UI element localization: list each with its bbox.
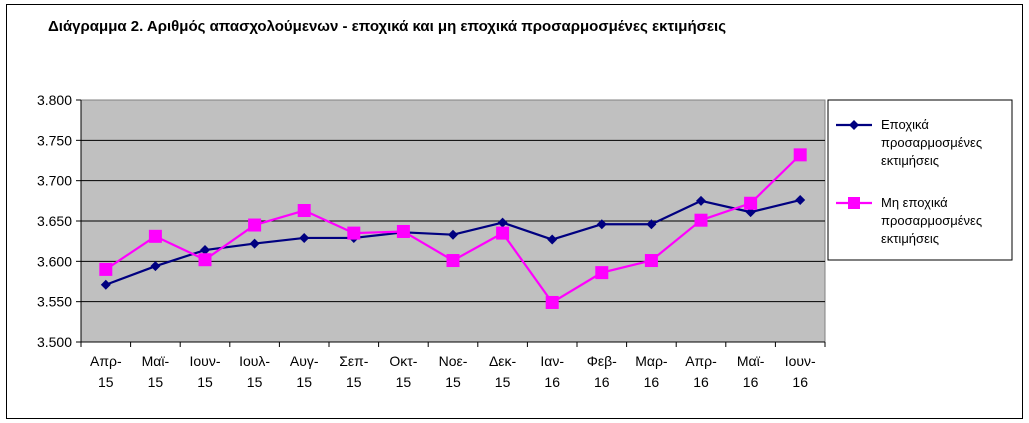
data-point-diamond [299, 232, 310, 243]
data-point-square [744, 196, 758, 210]
plot-area: 3.500 3.550 3.600 3.650 3.700 3.750 3.800 Απρ- 1… [37, 92, 826, 390]
y-tick-label: 3.500 [37, 334, 72, 350]
legend-label: εκτιμήσεις [881, 231, 939, 246]
y-tick-label: 3.750 [37, 132, 72, 148]
x-tick-label: 15 [197, 374, 213, 390]
data-point-square [694, 213, 708, 227]
x-tick-label: 16 [644, 374, 660, 390]
x-tick-label: Μαρ- [635, 353, 668, 369]
y-tick-label: 3.550 [37, 294, 72, 310]
x-tick-label: 16 [743, 374, 759, 390]
x-tick-label: 15 [148, 374, 164, 390]
data-point-diamond [100, 279, 111, 290]
data-point-square [347, 226, 361, 240]
legend-label: προσαρμοσμένες [881, 135, 982, 150]
data-point-square [297, 204, 311, 218]
data-point-square [396, 224, 410, 238]
legend: Εποχικά προσαρμοσμένες εκτιμήσεις Μη εποχικ… [827, 99, 1013, 261]
data-point-square [545, 295, 559, 309]
y-tick-label: 3.600 [37, 253, 72, 269]
legend-label: εκτιμήσεις [881, 153, 939, 168]
x-tick-label: Σεπ- [339, 353, 369, 369]
data-point-square [644, 254, 658, 268]
data-point-square [148, 229, 162, 243]
x-tick-label: 15 [346, 374, 362, 390]
x-tick-label: Φεβ- [587, 353, 617, 369]
data-point-square [595, 266, 609, 280]
x-tick-label: 15 [445, 374, 461, 390]
data-point-diamond [696, 195, 706, 206]
x-tick-label: 15 [98, 374, 114, 390]
x-tick-label: 15 [296, 374, 312, 390]
data-point-square [793, 148, 807, 162]
data-point-diamond [448, 229, 458, 240]
x-tick-label: Απρ- [685, 353, 717, 369]
x-tick-label: Μαϊ- [737, 353, 765, 369]
x-tick-label: Νοε- [439, 353, 468, 369]
x-tick-label: 16 [544, 374, 560, 390]
x-tick-label: Ιουν- [785, 353, 816, 369]
x-tick-label: 16 [594, 374, 610, 390]
y-tick-label: 3.700 [37, 173, 72, 189]
x-tick-label: 16 [792, 374, 808, 390]
legend-label: Εποχικά [881, 117, 929, 132]
data-point-square [99, 262, 113, 276]
legend-label: Μη εποχικά [881, 195, 948, 210]
legend-label: προσαρμοσμένες [881, 213, 982, 228]
data-point-diamond [249, 238, 260, 249]
x-tick-label: 15 [495, 374, 511, 390]
x-tick-label: Μαϊ- [142, 353, 170, 369]
data-point-diamond [150, 261, 161, 272]
chart-title: Διάγραμμα 2. Αριθμός απασχολούμενων - επ… [48, 18, 726, 35]
data-point-diamond [646, 219, 657, 230]
x-tick-label: 15 [396, 374, 412, 390]
legend-marker-diamond [849, 120, 859, 130]
data-point-diamond [547, 234, 558, 245]
data-point-diamond [795, 195, 806, 206]
data-point-square [198, 253, 212, 267]
x-tick-label: Δεκ- [489, 353, 517, 369]
legend-box [827, 99, 1013, 261]
x-tick-label: 16 [693, 374, 709, 390]
y-tick-label: 3.800 [37, 92, 72, 108]
data-point-square [496, 226, 510, 240]
x-tick-label: Απρ- [90, 353, 122, 369]
data-point-square [248, 218, 262, 232]
data-point-square [446, 254, 460, 268]
data-point-diamond [200, 245, 210, 256]
legend-marker-square [848, 197, 860, 209]
x-tick-label: Ιουλ- [239, 353, 270, 369]
data-point-diamond [596, 219, 607, 230]
y-tick-label: 3.650 [37, 213, 72, 229]
x-tick-label: Ιουν- [190, 353, 221, 369]
x-tick-label: Ιαν- [540, 353, 564, 369]
x-tick-label: 15 [247, 374, 263, 390]
data-point-diamond [497, 217, 508, 228]
x-tick-label: Αυγ- [290, 353, 319, 369]
x-tick-label: Οκτ- [389, 353, 417, 369]
